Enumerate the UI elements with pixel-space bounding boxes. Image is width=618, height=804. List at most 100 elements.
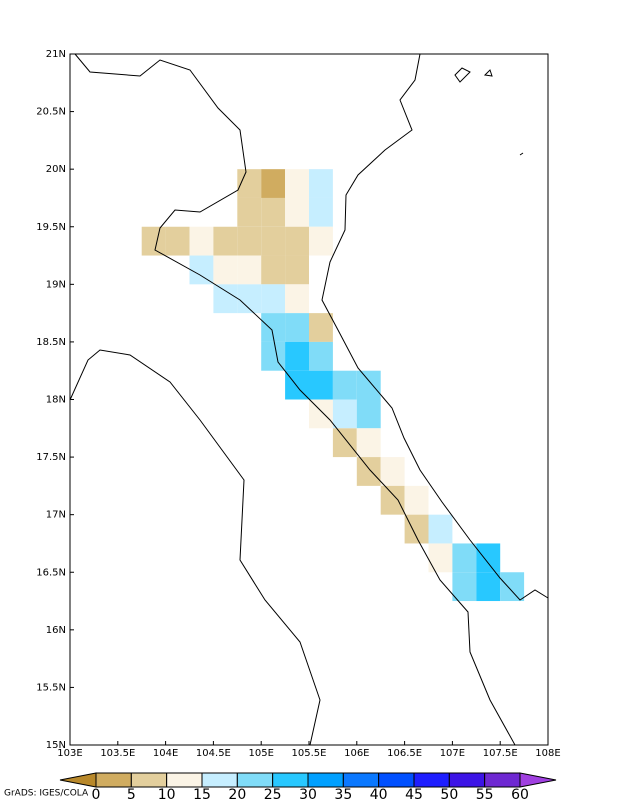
field-cell bbox=[189, 226, 214, 256]
x-tick-label: 104E bbox=[153, 748, 178, 759]
field-cell bbox=[309, 197, 333, 227]
field-cell bbox=[285, 313, 309, 342]
y-tick-label: 15.5N bbox=[36, 682, 66, 693]
field-cell bbox=[285, 284, 309, 314]
colorbar-box bbox=[201, 772, 238, 788]
field-cell bbox=[356, 457, 381, 486]
field-cell bbox=[213, 284, 238, 314]
colorbar-label: 60 bbox=[511, 787, 529, 800]
colorbar-label: 15 bbox=[193, 787, 211, 800]
y-tick-label: 17N bbox=[46, 510, 66, 521]
field-cell bbox=[309, 399, 333, 429]
field-cell bbox=[452, 543, 477, 573]
field-cell bbox=[332, 370, 357, 400]
colorbar-box bbox=[307, 772, 344, 788]
colorbar-box bbox=[378, 772, 415, 788]
field-cell bbox=[332, 428, 357, 458]
field-cell bbox=[237, 255, 262, 285]
colorbar-label: 10 bbox=[158, 787, 176, 800]
coastline bbox=[321, 53, 549, 601]
colorbar-label: 45 bbox=[405, 787, 423, 800]
colorbar-box bbox=[166, 772, 203, 788]
field-cell bbox=[404, 514, 429, 544]
y-tick-label: 20.5N bbox=[36, 107, 66, 118]
colorbar-label: 35 bbox=[334, 787, 352, 800]
colorbar-label: 55 bbox=[476, 787, 494, 800]
colorbar: 0 5 10 15 20 25 30 35 40 45 50 55 60 bbox=[59, 772, 557, 803]
colorbar-box bbox=[484, 772, 521, 788]
field-layer bbox=[141, 169, 525, 602]
colorbar-box bbox=[342, 772, 380, 788]
field-cell bbox=[452, 572, 477, 602]
y-tick-label: 17.5N bbox=[36, 452, 66, 463]
field-cell bbox=[261, 313, 286, 342]
y-tick-label: 18N bbox=[46, 395, 66, 406]
border bbox=[74, 53, 516, 746]
field-cell bbox=[404, 485, 429, 515]
field-cell bbox=[237, 197, 262, 227]
y-tick-label: 21N bbox=[46, 49, 66, 60]
island bbox=[454, 67, 524, 156]
colorbar-box bbox=[130, 772, 168, 788]
colorbar-arrow bbox=[519, 772, 557, 788]
field-cell bbox=[261, 197, 286, 227]
field-cell bbox=[309, 341, 333, 371]
colorbar-box bbox=[95, 772, 132, 788]
field-cell bbox=[165, 226, 190, 256]
x-tick-label: 107.5E bbox=[483, 748, 518, 759]
field-cell bbox=[309, 370, 333, 400]
field-cell bbox=[189, 255, 214, 285]
colorbar-label: 30 bbox=[299, 787, 317, 800]
border bbox=[69, 349, 321, 746]
colorbar-box bbox=[236, 772, 274, 788]
y-tick-label: 19.5N bbox=[36, 222, 66, 233]
colorbar-box bbox=[448, 772, 486, 788]
field-cell bbox=[356, 428, 381, 458]
colorbar-box bbox=[272, 772, 309, 788]
x-tick-label: 106.5E bbox=[387, 748, 422, 759]
field-cell bbox=[285, 255, 309, 285]
field-cell bbox=[237, 284, 262, 314]
field-cell bbox=[309, 169, 333, 198]
field-cell bbox=[213, 255, 238, 285]
x-tick-label: 107E bbox=[440, 748, 465, 759]
field-cell bbox=[428, 514, 453, 544]
x-tick-label: 104.5E bbox=[196, 748, 231, 759]
field-cell bbox=[500, 572, 525, 602]
colorbar-label: 50 bbox=[440, 787, 458, 800]
field-cell bbox=[380, 457, 405, 486]
field-cell bbox=[428, 543, 453, 573]
field-cell bbox=[332, 399, 357, 429]
x-tick-label: 103E bbox=[57, 748, 82, 759]
colorbar-label: 0 bbox=[92, 787, 101, 800]
y-tick-label: 18.5N bbox=[36, 337, 66, 348]
x-tick-label: 105E bbox=[248, 748, 273, 759]
colorbar-arrow bbox=[59, 772, 97, 788]
field-cell bbox=[237, 169, 262, 198]
colorbar-box bbox=[413, 772, 450, 788]
field-cell bbox=[309, 313, 333, 342]
y-tick-label: 16.5N bbox=[36, 567, 66, 578]
field-cell bbox=[309, 226, 333, 256]
field-cell bbox=[261, 284, 286, 314]
field-cell bbox=[285, 341, 309, 371]
field-cell bbox=[213, 226, 238, 256]
y-tick-label: 20N bbox=[46, 164, 66, 175]
x-tick-label: 106E bbox=[344, 748, 369, 759]
field-cell bbox=[261, 255, 286, 285]
colorbar-label: 25 bbox=[264, 787, 282, 800]
y-tick-label: 16N bbox=[46, 625, 66, 636]
axes: 103E 103.5E 104E 104.5E 105E 105.5E 106E 106.5E… bbox=[36, 49, 560, 759]
x-tick-label: 105.5E bbox=[292, 748, 327, 759]
field-cell bbox=[141, 226, 166, 256]
y-tick-label: 15N bbox=[46, 740, 66, 751]
credit: GrADS: IGES/COLA bbox=[4, 789, 89, 799]
field-cell bbox=[285, 169, 309, 198]
field-cell bbox=[476, 543, 501, 573]
field-cell bbox=[476, 572, 501, 602]
x-tick-label: 108E bbox=[535, 748, 560, 759]
field-cell bbox=[237, 226, 262, 256]
field-cell bbox=[261, 226, 286, 256]
boundaries bbox=[69, 53, 549, 746]
